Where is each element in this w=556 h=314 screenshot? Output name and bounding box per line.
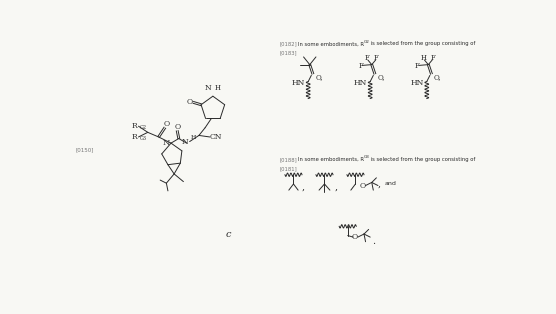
Text: ,: , xyxy=(378,180,381,188)
Text: and: and xyxy=(384,181,396,187)
Text: In some embodiments, R: In some embodiments, R xyxy=(298,157,364,162)
Text: O: O xyxy=(359,181,365,190)
Text: R: R xyxy=(131,122,137,130)
Text: G3: G3 xyxy=(364,155,370,159)
Text: [0188]: [0188] xyxy=(280,157,297,162)
Text: CN: CN xyxy=(210,133,222,141)
Text: R: R xyxy=(131,133,137,141)
Text: [0150]: [0150] xyxy=(76,147,94,152)
Text: N: N xyxy=(181,138,188,146)
Text: .: . xyxy=(372,237,375,246)
Text: N: N xyxy=(205,84,211,92)
Text: HN: HN xyxy=(410,79,424,87)
Text: F: F xyxy=(365,54,370,62)
Text: c: c xyxy=(226,230,231,239)
Text: HN: HN xyxy=(354,79,367,87)
Text: H: H xyxy=(190,135,196,140)
Text: ,: , xyxy=(302,182,305,192)
Text: N: N xyxy=(163,139,170,147)
Text: [0182]: [0182] xyxy=(280,41,297,46)
Text: F: F xyxy=(415,62,420,70)
Text: F: F xyxy=(374,54,379,62)
Text: O: O xyxy=(351,233,358,241)
Text: [0181]: [0181] xyxy=(280,166,297,171)
Text: O,: O, xyxy=(377,73,385,81)
Text: O: O xyxy=(174,123,180,131)
Text: F: F xyxy=(430,54,435,62)
Text: O,: O, xyxy=(315,73,323,81)
Text: O,: O, xyxy=(434,73,441,81)
Text: In some embodiments, R: In some embodiments, R xyxy=(298,41,364,46)
Text: G2: G2 xyxy=(139,125,146,130)
Text: H: H xyxy=(215,84,220,92)
Text: G3: G3 xyxy=(139,136,146,141)
Text: [0183]: [0183] xyxy=(280,51,297,56)
Text: ,: , xyxy=(335,182,337,192)
Text: HN: HN xyxy=(292,79,305,87)
Text: G2: G2 xyxy=(364,40,370,44)
Text: H: H xyxy=(421,54,426,62)
Text: O: O xyxy=(186,98,192,106)
Text: is selected from the group consisting of: is selected from the group consisting of xyxy=(369,41,475,46)
Text: is selected from the group consisting of: is selected from the group consisting of xyxy=(369,157,475,162)
Text: O: O xyxy=(163,120,170,128)
Text: F: F xyxy=(359,62,363,70)
